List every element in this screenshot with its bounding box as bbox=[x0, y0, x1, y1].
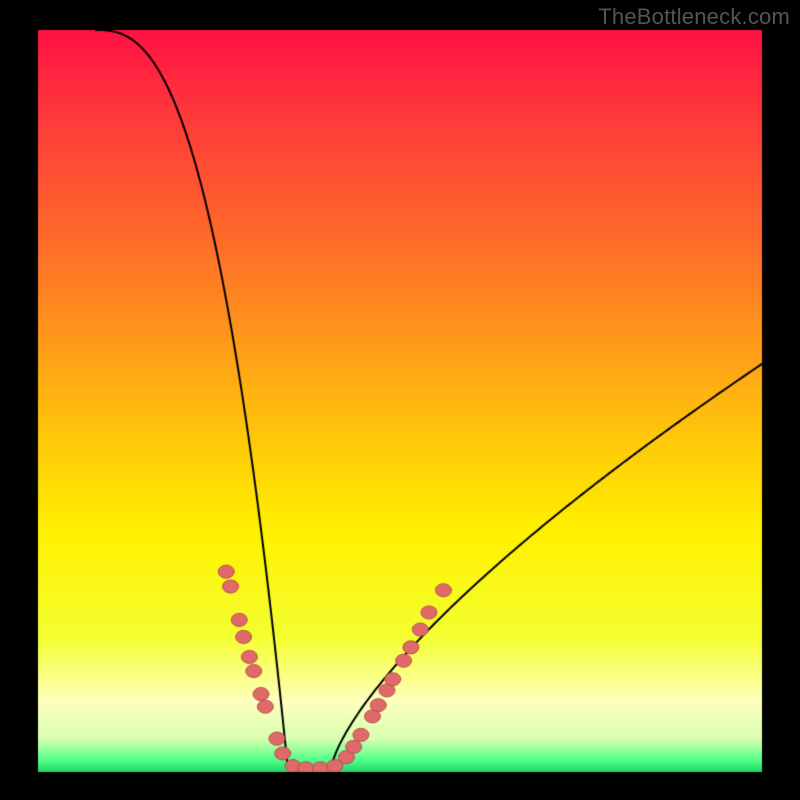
chart-stage: TheBottleneck.com bbox=[0, 0, 800, 800]
bottleneck-chart-canvas bbox=[0, 0, 800, 800]
